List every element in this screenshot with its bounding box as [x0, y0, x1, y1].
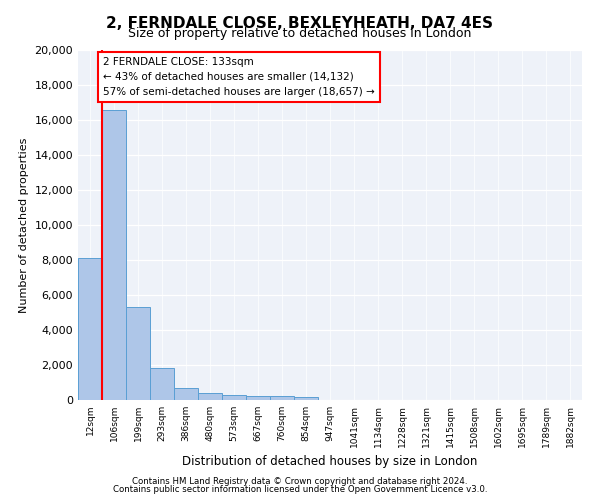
Bar	[174, 388, 198, 400]
Bar	[246, 396, 270, 400]
Bar	[222, 395, 246, 400]
Bar	[102, 110, 126, 400]
Bar	[150, 368, 174, 400]
Text: 2 FERNDALE CLOSE: 133sqm
← 43% of detached houses are smaller (14,132)
57% of se: 2 FERNDALE CLOSE: 133sqm ← 43% of detach…	[103, 57, 375, 96]
Text: 2, FERNDALE CLOSE, BEXLEYHEATH, DA7 4ES: 2, FERNDALE CLOSE, BEXLEYHEATH, DA7 4ES	[107, 16, 493, 31]
Bar	[78, 258, 102, 400]
Bar	[198, 394, 222, 400]
X-axis label: Distribution of detached houses by size in London: Distribution of detached houses by size …	[182, 456, 478, 468]
Bar	[294, 396, 318, 400]
Text: Contains HM Land Registry data © Crown copyright and database right 2024.: Contains HM Land Registry data © Crown c…	[132, 477, 468, 486]
Y-axis label: Number of detached properties: Number of detached properties	[19, 138, 29, 312]
Text: Contains public sector information licensed under the Open Government Licence v3: Contains public sector information licen…	[113, 485, 487, 494]
Text: Size of property relative to detached houses in London: Size of property relative to detached ho…	[128, 28, 472, 40]
Bar	[270, 396, 294, 400]
Bar	[126, 307, 150, 400]
